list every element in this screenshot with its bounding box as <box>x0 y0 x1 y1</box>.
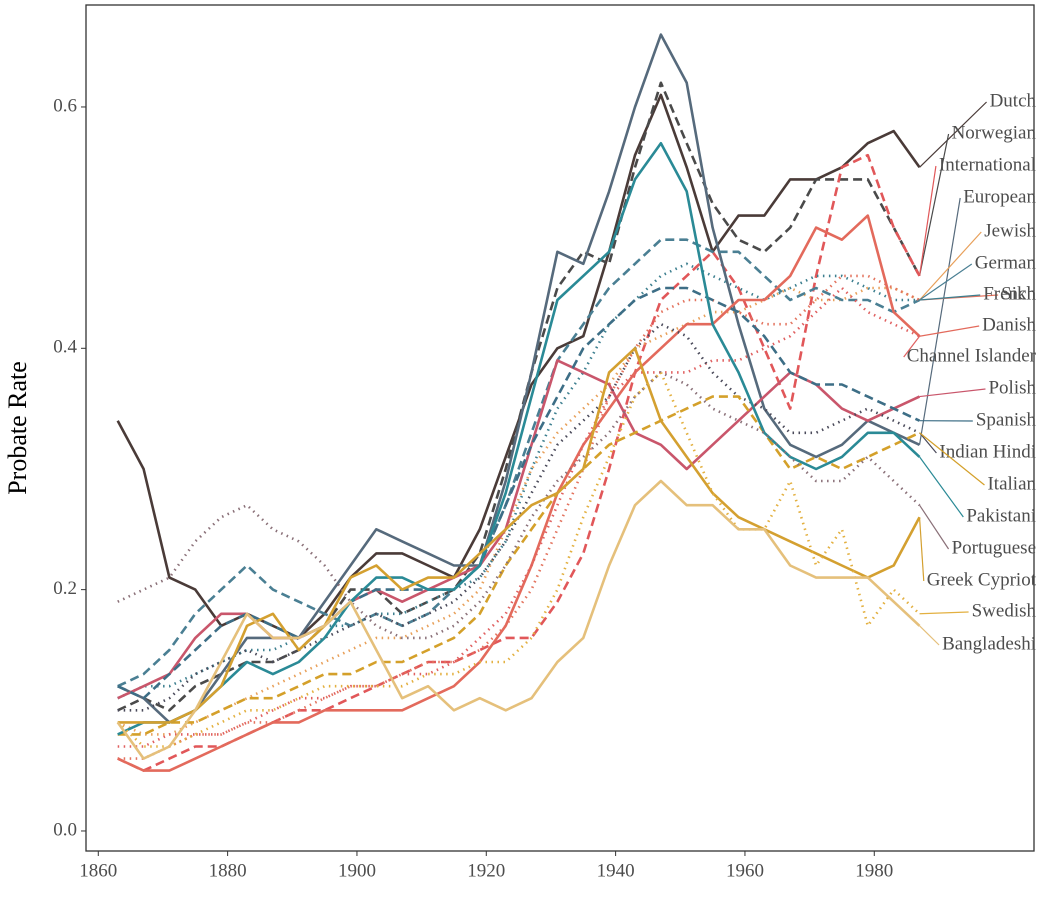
y-tick-label: 0.0 <box>53 819 77 840</box>
series-line <box>117 286 921 748</box>
leader-line <box>919 325 980 337</box>
series-label: Pakistani <box>966 505 1036 526</box>
series-line <box>116 371 921 748</box>
series-line <box>117 347 921 724</box>
series-line <box>117 81 921 712</box>
series-label: International <box>939 154 1036 175</box>
x-tick-label: 1880 <box>209 860 247 881</box>
series-label: Indian Hindi <box>939 441 1036 462</box>
series-line <box>117 371 921 640</box>
leader-line <box>919 432 937 454</box>
leader-line <box>919 504 950 550</box>
series-label: Greek Cypriot <box>927 569 1037 590</box>
series-label: Norwegian <box>952 122 1037 143</box>
leader-line <box>919 625 940 646</box>
series-label: Bangladeshi <box>942 633 1036 654</box>
y-tick-label: 0.2 <box>53 578 77 599</box>
leader-line <box>919 231 982 301</box>
series-line <box>117 141 921 736</box>
leader-line <box>918 197 961 445</box>
series-line <box>117 395 921 736</box>
leader-line <box>919 294 981 301</box>
y-axis-title: Probate Rate <box>3 361 32 495</box>
plot-panel <box>85 4 1035 852</box>
x-tick-label: 1960 <box>726 860 764 881</box>
series-label: Portuguese <box>952 537 1036 558</box>
series-label: Jewish <box>984 220 1036 241</box>
series-label: Channel Islander <box>907 345 1037 366</box>
y-tick-label: 0.4 <box>53 337 77 358</box>
series-line <box>117 33 921 724</box>
series-line <box>117 262 920 700</box>
leader-line <box>919 456 964 518</box>
leader-line <box>918 133 950 277</box>
x-tick-label: 1860 <box>79 860 117 881</box>
leader-line <box>919 388 986 398</box>
leader-line <box>919 101 987 168</box>
series-label: Danish <box>982 314 1036 335</box>
leader-line <box>918 165 937 276</box>
series-label: Swedish <box>972 600 1037 621</box>
series-label: Italian <box>987 473 1036 494</box>
leader-line <box>903 335 921 358</box>
series-label: Polish <box>988 377 1036 398</box>
series-label: French <box>983 283 1036 304</box>
series-line <box>116 479 921 760</box>
series-line <box>117 274 921 760</box>
leader-line <box>919 611 969 615</box>
series-label: European <box>963 186 1036 207</box>
series-line <box>117 286 921 700</box>
series-line <box>117 214 921 772</box>
x-tick-label: 1900 <box>338 860 376 881</box>
leader-line <box>919 432 985 486</box>
series-label: Spanish <box>976 409 1037 430</box>
series-label: Sikh <box>1001 283 1036 304</box>
leader-line <box>919 263 973 301</box>
series-line <box>116 93 921 640</box>
series-label: Dutch <box>990 90 1037 111</box>
leader-line <box>918 517 925 582</box>
x-tick-label: 1940 <box>597 860 635 881</box>
x-tick-label: 1920 <box>467 860 505 881</box>
series-line <box>117 238 921 688</box>
series-label: German <box>975 252 1037 273</box>
series-line <box>117 286 921 736</box>
x-tick-label: 1980 <box>855 860 893 881</box>
y-tick-label: 0.6 <box>53 95 77 116</box>
